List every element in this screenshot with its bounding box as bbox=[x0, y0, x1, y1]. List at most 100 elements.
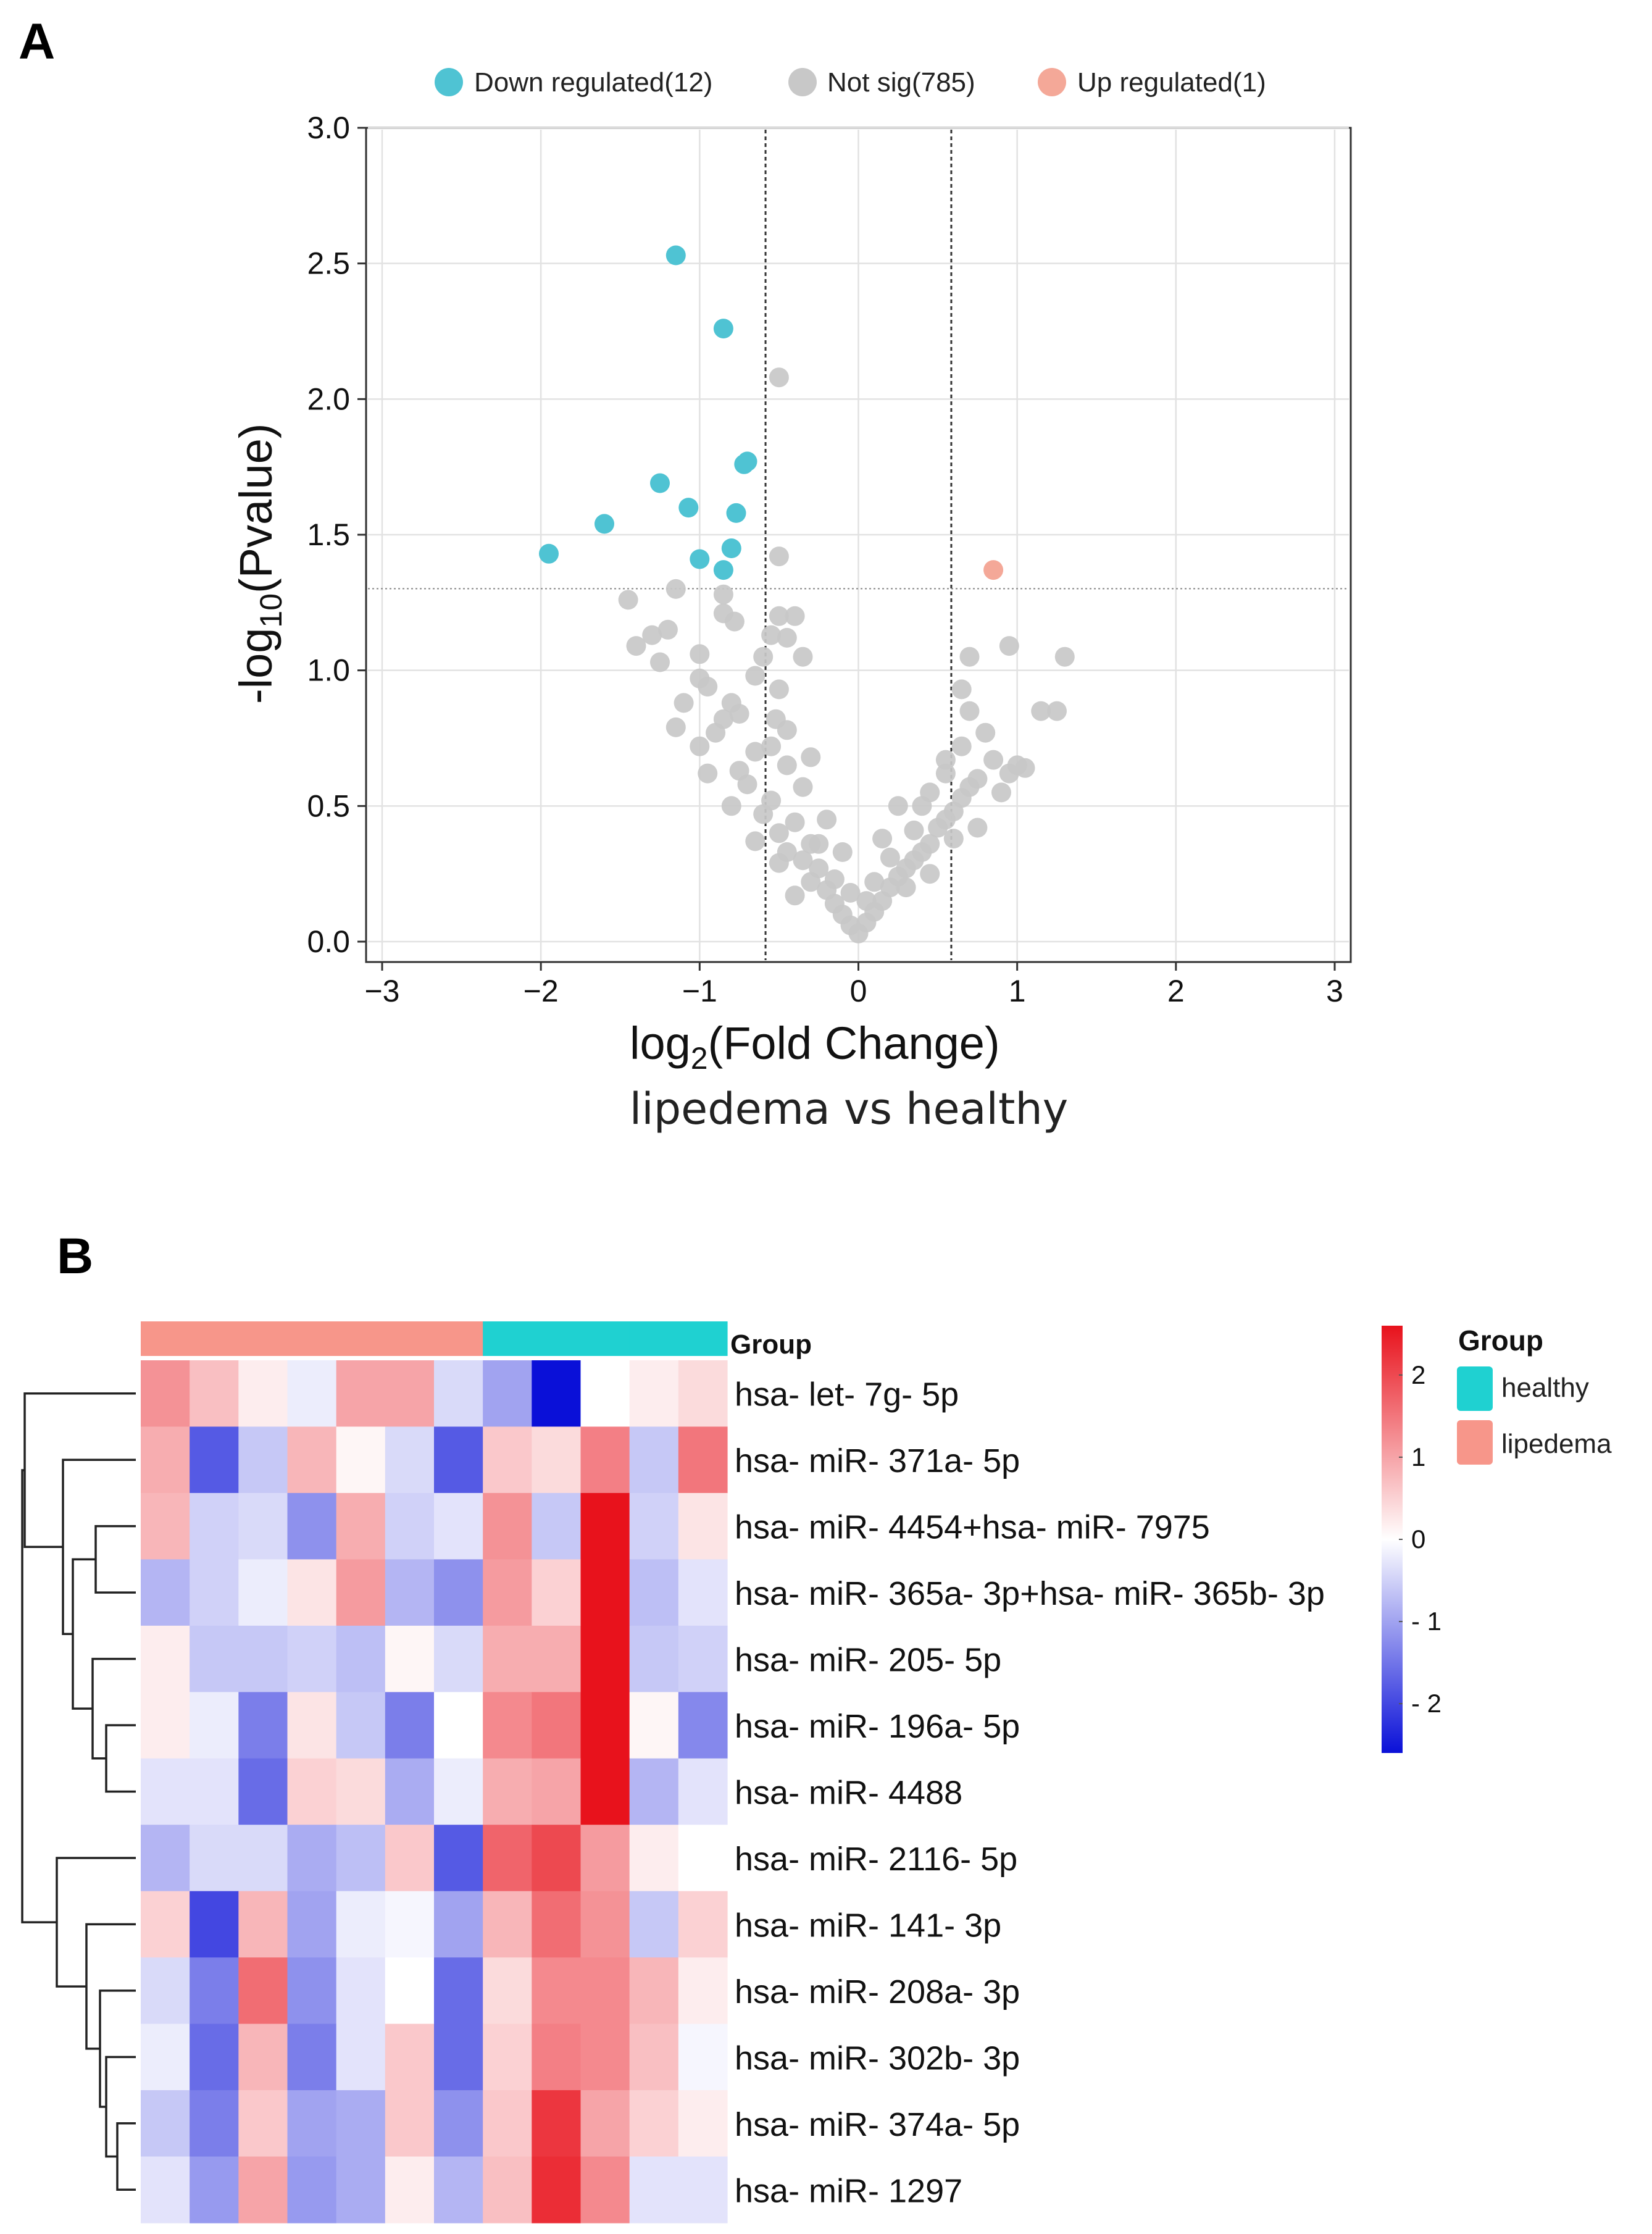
colorbar-tick-label: 0 bbox=[1411, 1525, 1425, 1554]
heatmap-cell bbox=[238, 1559, 288, 1626]
heatmap-cell bbox=[238, 1891, 288, 1958]
heatmap-cell bbox=[678, 1559, 728, 1626]
volcano-point bbox=[737, 774, 757, 795]
heatmap-cell bbox=[483, 1692, 532, 1759]
dendrogram-branch bbox=[21, 1469, 57, 1923]
volcano-point bbox=[769, 823, 789, 843]
volcano-point bbox=[690, 549, 710, 569]
volcano-point bbox=[920, 782, 940, 803]
volcano-point bbox=[935, 763, 956, 784]
heatmap-cell bbox=[678, 1891, 728, 1958]
volcano-point bbox=[983, 560, 1004, 580]
group-bar-cell bbox=[629, 1321, 679, 1356]
group-bar-cell bbox=[336, 1321, 386, 1356]
group-bar-cell bbox=[434, 1321, 483, 1356]
heatmap-cell bbox=[580, 1426, 630, 1494]
volcano-point bbox=[665, 717, 686, 737]
heatmap-cell bbox=[190, 1825, 239, 1892]
volcano-point bbox=[769, 606, 789, 626]
heatmap-cell bbox=[532, 2156, 582, 2224]
panel-label-b: B bbox=[57, 1228, 93, 1284]
heatmap-cell bbox=[434, 1957, 483, 2025]
volcano-point bbox=[975, 722, 996, 743]
heatmap-row-label: hsa- miR- 302b- 3p bbox=[735, 2039, 1020, 2077]
heatmap-cell bbox=[385, 1692, 435, 1759]
heatmap-cell bbox=[483, 1825, 532, 1892]
legend-marker-down bbox=[435, 68, 463, 96]
color-scale-ticks: 2 1 0 - 1 - 2 bbox=[1399, 1360, 1441, 1718]
group-bar-label: Group bbox=[730, 1329, 812, 1360]
heatmap-cell bbox=[434, 1625, 483, 1692]
volcano-point bbox=[951, 736, 972, 756]
heatmap-row-label: hsa- miR- 1297 bbox=[735, 2172, 962, 2209]
dendrogram-branch bbox=[56, 1857, 136, 1988]
y-tick-label: 2.5 bbox=[307, 246, 350, 281]
volcano-point bbox=[769, 679, 789, 700]
heatmap-cell bbox=[238, 2156, 288, 2224]
heatmap-cell bbox=[483, 1559, 532, 1626]
volcano-point bbox=[1031, 701, 1051, 721]
volcano-point bbox=[896, 877, 916, 898]
heatmap-cell bbox=[580, 2023, 630, 2091]
volcano-point bbox=[690, 644, 710, 664]
volcano-point bbox=[864, 872, 885, 892]
heatmap-cell bbox=[287, 2023, 337, 2091]
heatmap-cell bbox=[629, 1825, 679, 1892]
group-bar-cell bbox=[483, 1321, 532, 1356]
heatmap-cell bbox=[336, 2023, 386, 2091]
heatmap-cell bbox=[287, 1492, 337, 1560]
x-tick-label: 1 bbox=[1009, 974, 1026, 1008]
colorbar-tick-label: - 1 bbox=[1411, 1607, 1441, 1636]
legend-label-healthy: healthy bbox=[1501, 1373, 1589, 1403]
heatmap-cell bbox=[287, 1758, 337, 1825]
heatmap-cell bbox=[336, 1692, 386, 1759]
volcano-point bbox=[880, 847, 900, 868]
volcano-point bbox=[753, 804, 774, 824]
heatmap-cell bbox=[336, 2090, 386, 2157]
heatmap-cell bbox=[385, 1492, 435, 1560]
volcano-point bbox=[951, 679, 972, 700]
heatmap-cell bbox=[190, 1360, 239, 1428]
heatmap-cell bbox=[532, 1625, 582, 1692]
colorbar-tick-label: 2 bbox=[1411, 1360, 1425, 1389]
heatmap-cell bbox=[483, 2023, 532, 2091]
group-bar-cell bbox=[385, 1321, 435, 1356]
volcano-point bbox=[935, 750, 956, 770]
x-tick-label: 0 bbox=[850, 974, 867, 1008]
heatmap-cell bbox=[580, 1692, 630, 1759]
group-bar-cell bbox=[287, 1321, 337, 1356]
heatmap-cell bbox=[580, 1758, 630, 1825]
heatmap-cell bbox=[287, 2090, 337, 2157]
heatmap-cell bbox=[385, 2156, 435, 2224]
heatmap-cell bbox=[287, 1426, 337, 1494]
volcano-point bbox=[983, 750, 1004, 770]
heatmap-cell bbox=[678, 1692, 728, 1759]
volcano-point bbox=[665, 579, 686, 599]
heatmap-cell bbox=[141, 1957, 190, 2025]
heatmap-cell bbox=[141, 1625, 190, 1692]
volcano-point bbox=[840, 882, 861, 903]
heatmap-cell bbox=[141, 1891, 190, 1958]
volcano-point bbox=[594, 514, 614, 534]
volcano-point bbox=[777, 627, 797, 648]
heatmap-cell bbox=[141, 1758, 190, 1825]
heatmap-cell bbox=[532, 1360, 582, 1428]
volcano-point bbox=[769, 546, 789, 567]
heatmap-cell bbox=[385, 2023, 435, 2091]
heatmap-row-label: hsa- miR- 205- 5p bbox=[735, 1642, 1001, 1679]
heatmap-cell bbox=[238, 2090, 288, 2157]
heatmap-cell bbox=[190, 1492, 239, 1560]
volcano-point bbox=[626, 636, 646, 656]
heatmap-cell bbox=[190, 2156, 239, 2224]
heatmap-cell bbox=[287, 2156, 337, 2224]
volcano-legend: Down regulated(12) Not sig(785) Up regul… bbox=[435, 67, 1266, 98]
volcano-point bbox=[809, 834, 829, 854]
heatmap-cell bbox=[483, 1625, 532, 1692]
y-tick-label: 0.5 bbox=[307, 789, 350, 823]
x-tick-label: 2 bbox=[1167, 974, 1185, 1008]
heatmap-cell bbox=[580, 1825, 630, 1892]
volcano-point bbox=[1007, 755, 1027, 776]
heatmap-cell bbox=[678, 1426, 728, 1494]
heatmap-cell bbox=[336, 1426, 386, 1494]
dendrogram-branch bbox=[116, 2122, 136, 2191]
